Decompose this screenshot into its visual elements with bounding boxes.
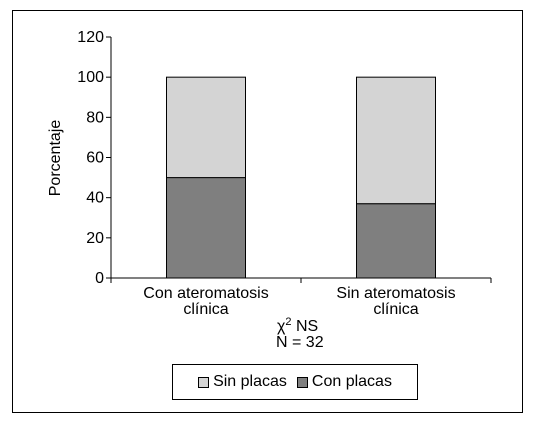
- y-tick-label-100: 100: [77, 69, 104, 86]
- bar-sin-placas-0: [166, 76, 246, 179]
- x-category-label-1-line-0: Sin ateromatosis: [336, 285, 455, 302]
- chart-frame: [12, 10, 523, 413]
- y-tick-label-80: 80: [86, 109, 104, 126]
- y-tick-label-120: 120: [77, 29, 104, 46]
- chi-ns-text: NS: [292, 318, 319, 335]
- n-annotation: N = 32: [276, 334, 324, 351]
- legend-label-con-placas: Con placas: [311, 373, 392, 390]
- y-tick-label-40: 40: [86, 190, 104, 207]
- legend-swatch-con-placas: [296, 376, 308, 388]
- legend-label-sin-placas: Sin placas: [213, 373, 287, 390]
- y-tick-label-60: 60: [86, 150, 104, 167]
- legend-item-con-placas: Con placas: [296, 373, 392, 391]
- x-category-label-0-line-1: clínica: [183, 301, 228, 318]
- x-category-label-1-line-1: clínica: [373, 301, 418, 318]
- chi-symbol: χ: [277, 318, 286, 335]
- bar-sin-placas-1: [356, 76, 436, 205]
- chi-superscript: 2: [285, 316, 291, 328]
- y-axis-title: Porcentaje: [47, 120, 64, 197]
- bars-group: [166, 76, 436, 279]
- legend-item-sin-placas: Sin placas: [198, 373, 287, 391]
- chi-square-annotation: χ2 NS: [277, 316, 318, 335]
- bar-con-placas-0: [166, 177, 246, 279]
- y-tick-label-0: 0: [95, 270, 104, 287]
- y-tick-label-20: 20: [86, 230, 104, 247]
- legend: Sin placas Con placas: [172, 364, 418, 400]
- bar-con-placas-1: [356, 203, 436, 279]
- x-category-label-0-line-0: Con ateromatosis: [143, 285, 268, 302]
- legend-swatch-sin-placas: [198, 376, 210, 388]
